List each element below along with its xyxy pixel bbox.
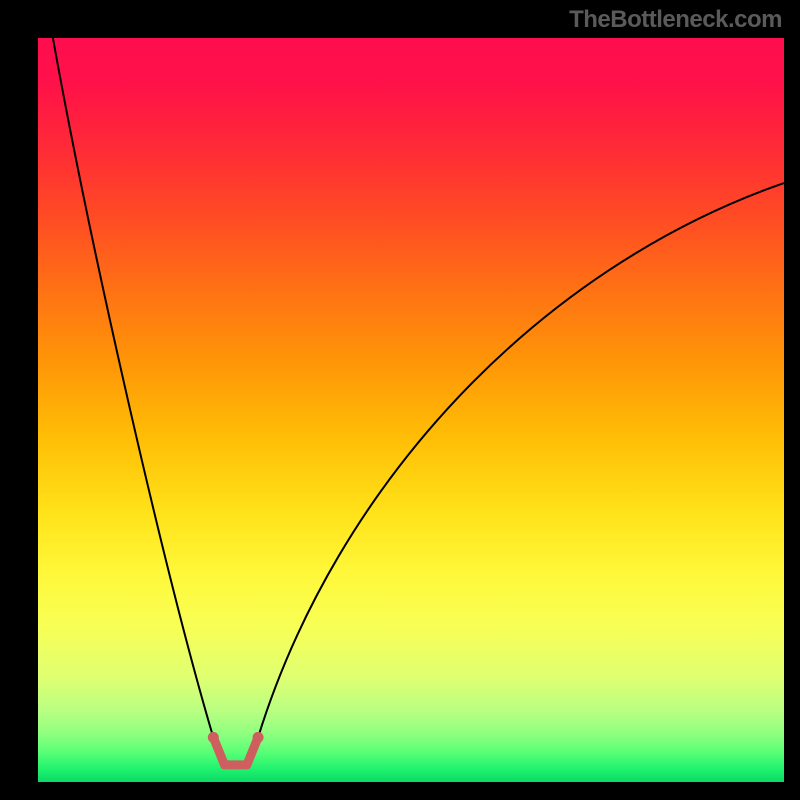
chart-container: TheBottleneck.com <box>0 0 800 800</box>
bottleneck-curve-right <box>258 183 784 737</box>
bottleneck-curve-left <box>53 38 213 737</box>
optimal-marker <box>208 732 264 765</box>
watermark-text: TheBottleneck.com <box>569 6 782 34</box>
curve-layer <box>38 38 784 782</box>
plot-area <box>38 38 784 782</box>
